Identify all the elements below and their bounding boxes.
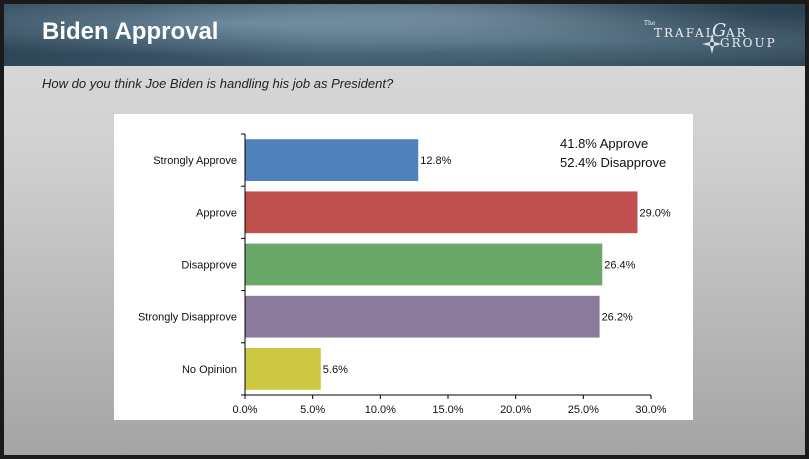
bar <box>245 139 419 181</box>
bar <box>245 295 600 338</box>
chart-card: 12.8% Strongly Approve 29.0% Approve 26.4% Di… <box>114 114 693 420</box>
bar <box>245 348 321 390</box>
category-label: Strongly Disapprove <box>138 312 237 324</box>
title-banner: Biden Approval The TRAFAL G AR GROUP <box>4 4 805 66</box>
bar <box>245 191 638 234</box>
bar-value-label: 26.4% <box>604 260 635 272</box>
bar-value-label: 12.8% <box>420 155 451 167</box>
summary-approve: 41.8% Approve <box>560 136 649 151</box>
compass-star-icon <box>702 34 722 54</box>
slide-title: Biden Approval <box>42 18 219 45</box>
logo-text: The TRAFAL G AR GROUP <box>644 20 777 50</box>
bar-chart: 12.8% Strongly Approve 29.0% Approve 26.4% Di… <box>138 133 671 416</box>
x-tick-label: 20.0% <box>500 404 531 416</box>
approval-summary: 41.8% Approve 52.4% Disapprove <box>560 134 666 172</box>
bar <box>245 243 603 286</box>
bar-value-label: 5.6% <box>323 364 348 376</box>
bar-value-label: 29.0% <box>639 207 670 219</box>
category-label: Disapprove <box>181 260 237 272</box>
survey-question: How do you think Joe Biden is handling h… <box>42 76 394 91</box>
x-tick-label: 25.0% <box>568 404 599 416</box>
category-label: Approve <box>196 207 237 219</box>
x-tick-label: 30.0% <box>635 404 666 416</box>
x-tick-label: 0.0% <box>232 404 257 416</box>
x-tick-label: 15.0% <box>432 404 463 416</box>
slide: Biden Approval The TRAFAL G AR GROUP How… <box>4 4 805 455</box>
category-label: No Opinion <box>182 364 237 376</box>
x-tick-label: 5.0% <box>300 404 325 416</box>
bar-value-label: 26.2% <box>602 312 633 324</box>
summary-disapprove: 52.4% Disapprove <box>560 155 667 170</box>
x-tick-label: 10.0% <box>365 404 396 416</box>
category-label: Strongly Approve <box>153 155 237 167</box>
